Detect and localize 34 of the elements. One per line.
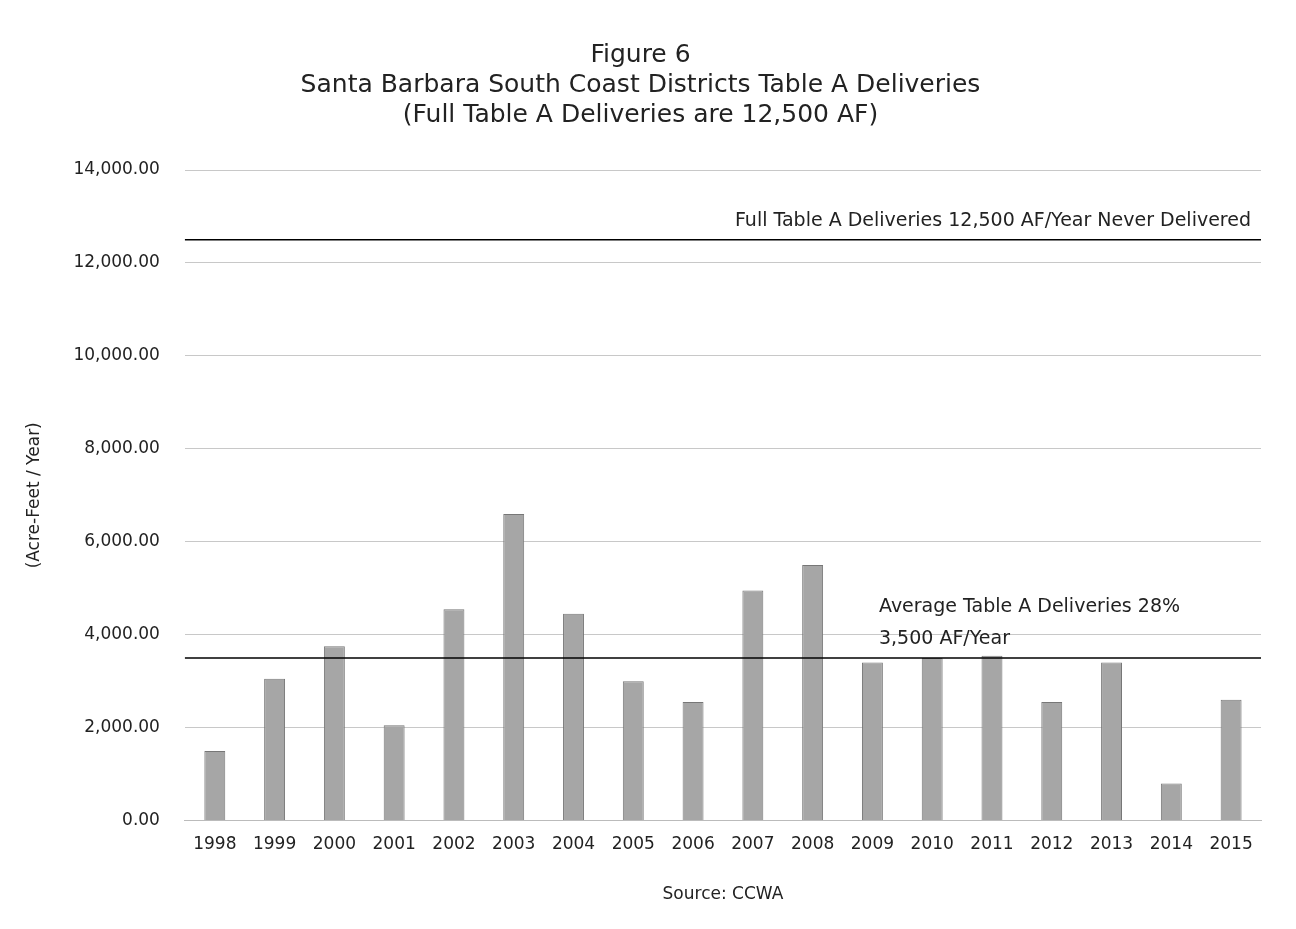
- y-tick-label: 8,000.00: [84, 437, 160, 458]
- y-tick-label: 6,000.00: [84, 530, 160, 551]
- source-note: Source: CCWA: [662, 882, 784, 903]
- ref-line-label: Full Table A Deliveries 12,500 AF/Year Never Delivered: [734, 207, 1251, 230]
- x-tick-label: 2007: [731, 833, 775, 854]
- x-tick-label: 1999: [252, 833, 297, 854]
- x-tick-label: 2001: [372, 833, 416, 854]
- x-tick-label: 2012: [1030, 833, 1074, 854]
- text: Figure 6: [590, 38, 691, 68]
- y-axis-title: (Acre-Feet / Year): [22, 422, 43, 569]
- y-tick-label: 2,000.00: [84, 716, 160, 737]
- x-tick-label: 1998: [193, 833, 237, 854]
- text: 3,500 AF/Year: [878, 625, 1010, 648]
- x-tick-label: 2010: [910, 833, 954, 854]
- x-tick-label: 2008: [791, 833, 835, 854]
- y-tick-label: 14,000.00: [73, 158, 160, 179]
- y-tick-label: 0.00: [122, 809, 160, 830]
- x-tick-label: 2006: [671, 833, 715, 854]
- x-tick-label: 2014: [1149, 833, 1193, 854]
- x-tick-label: 2011: [970, 833, 1014, 854]
- x-tick-label: 2005: [611, 833, 655, 854]
- x-tick-label: 2000: [312, 833, 357, 854]
- x-tick-label: 2004: [551, 833, 596, 854]
- text: Santa Barbara South Coast Districts Table A Deliveries: [300, 68, 981, 98]
- x-tick-label: 2015: [1209, 833, 1253, 854]
- y-tick-label: 12,000.00: [73, 251, 160, 272]
- x-tick-label: 2002: [432, 833, 476, 854]
- y-tick-label: 4,000.00: [84, 623, 160, 644]
- y-tick-label: 10,000.00: [73, 344, 160, 365]
- text: (Full Table A Deliveries are 12,500 AF): [402, 98, 879, 128]
- x-tick-label: 2013: [1089, 833, 1134, 854]
- x-tick-label: 2003: [492, 833, 536, 854]
- text: Average Table A Deliveries 28%: [878, 593, 1181, 616]
- x-tick-label: 2009: [850, 833, 895, 854]
